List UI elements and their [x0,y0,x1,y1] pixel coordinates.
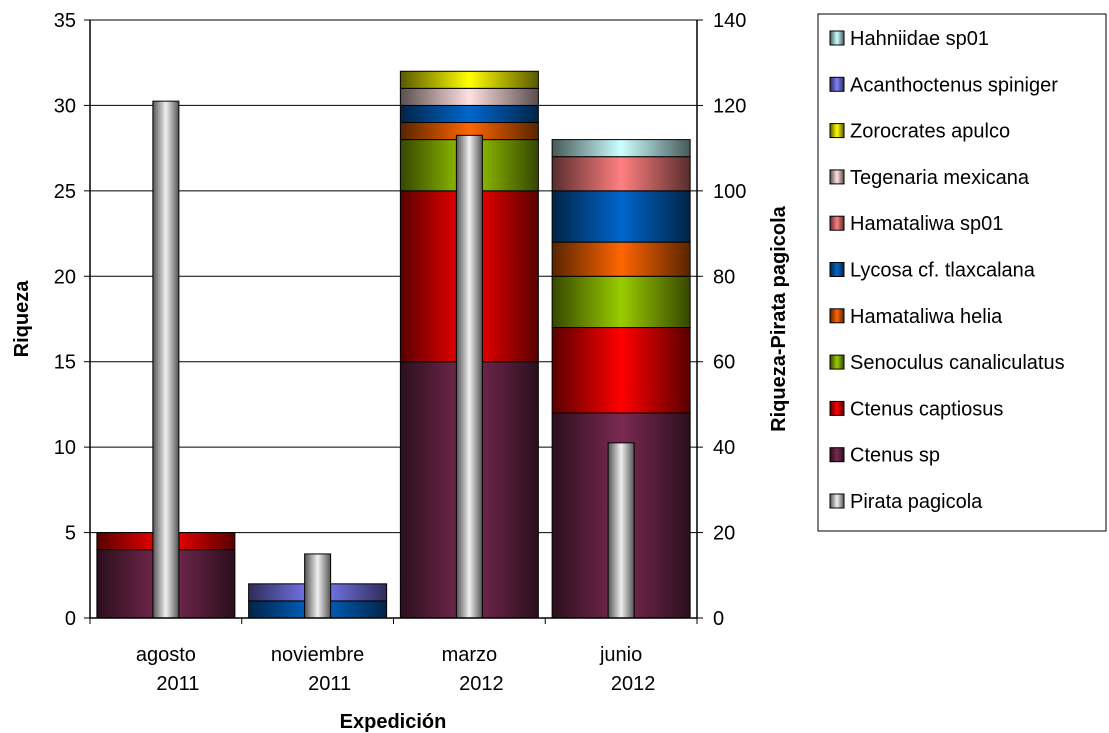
category-label-line2: 2011 [308,673,351,695]
y-axis-title: Riqueza [11,280,33,358]
secondary-bar [152,100,180,619]
legend-label: Hamataliwa sp01 [850,213,1003,235]
y-tick-label: 0 [65,608,76,630]
legend-swatch [829,262,845,277]
y-tick-label: 25 [54,181,76,203]
y2-tick-label: 80 [713,266,735,288]
category-label-line2: 2011 [156,673,199,695]
legend-swatch [829,447,845,463]
y2-tick-label: 0 [713,608,724,630]
category-labels: agosto 2011 noviembre 2011 marzo 2012 junio 201… [136,644,656,695]
bar-segment [551,241,691,277]
y2-tick-label: 20 [713,523,735,545]
x-axis-title: Expedición [340,711,447,733]
y2-tick-label: 100 [713,181,746,203]
legend-swatch [829,30,845,46]
legend-swatch [829,308,845,324]
legend-label: Zorocrates apulco [850,121,1010,143]
legend-swatch [829,215,845,231]
bar-segment [551,275,691,329]
y-tick-label: 20 [54,266,76,288]
legend-label: Ctenus sp [850,445,940,467]
y2-tick-label: 140 [713,10,746,32]
legend-swatch [829,123,845,139]
y-tick-label: 5 [65,523,76,545]
legend: Hahniidae sp01 Acanthoctenus spiniger Zoro… [817,13,1107,532]
legend-swatch [829,76,845,92]
legend-label: Tegenaria mexicana [850,167,1030,189]
legend-label: Lycosa cf. tlaxcalana [850,260,1036,282]
y2-axis-title: Riqueza-Pirata pagicola [768,205,790,431]
secondary-bar [607,442,635,619]
secondary-bar [455,134,483,619]
bar-segment [551,190,691,243]
legend-swatch [829,354,845,370]
legend-label: Hahniidae sp01 [850,28,989,50]
gridlines [90,19,697,534]
tick-labels: 0 5 10 15 20 25 30 35 0 20 40 60 80 100 120 140 [54,10,747,630]
secondary-bar [304,553,332,619]
y-tick-label: 35 [54,10,76,32]
y2-tick-label: 120 [713,95,746,117]
category-label-line2: 2012 [459,673,504,695]
bar-segment [551,327,691,414]
legend-label: Hamataliwa helia [850,306,1003,328]
y-tick-label: 15 [54,352,76,374]
legend-swatch [829,493,845,509]
bar-segment [399,70,539,89]
legend-box [817,13,1107,532]
legend-label: Senoculus canaliculatus [850,352,1065,374]
y-tick-label: 30 [54,95,76,117]
category-label-line2: 2012 [611,673,656,695]
legend-label: Acanthoctenus spiniger [850,74,1058,96]
category-label-line1: marzo [442,644,498,666]
legend-label: Ctenus captiosus [850,398,1003,420]
category-label-line1: junio [599,644,642,666]
y-tick-label: 10 [54,437,76,459]
bar-segment [551,139,691,158]
legend-label: Pirata pagicola [850,491,983,513]
y2-tick-label: 40 [713,437,735,459]
bar-segment [399,104,539,124]
y2-tick-label: 60 [713,352,735,374]
bar-segment [399,87,539,106]
legend-swatch [829,400,845,416]
category-label-line1: noviembre [271,644,364,666]
bar-segment [551,156,691,192]
category-label-line1: agosto [136,644,196,666]
stacked-bars [96,70,691,619]
legend-swatch [829,169,845,185]
